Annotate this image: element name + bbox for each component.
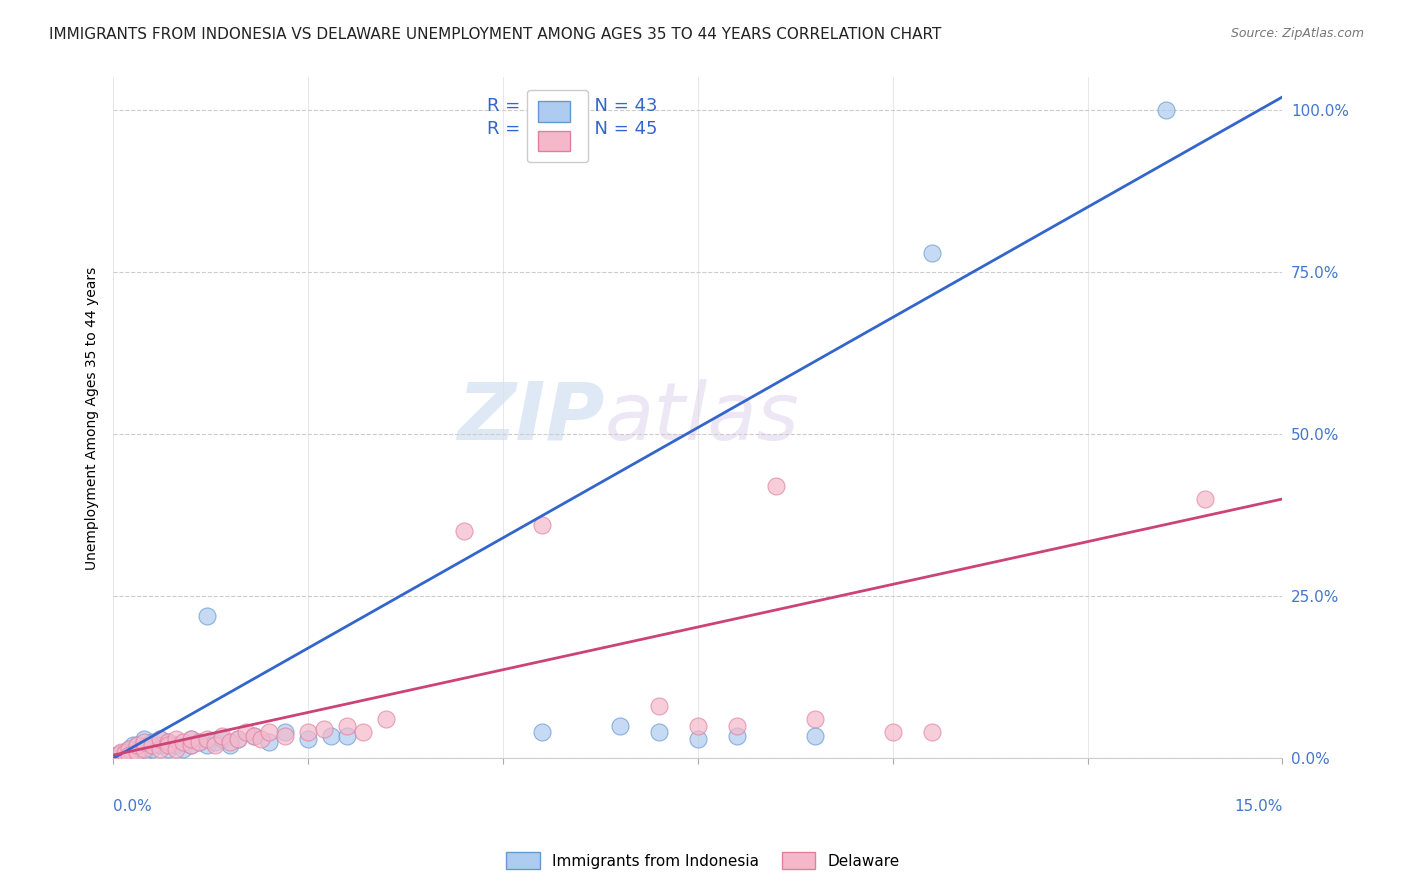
Point	[118, 741, 141, 756]
Point	[141, 739, 163, 753]
Point	[195, 739, 218, 753]
Text: ZIP: ZIP	[457, 379, 605, 457]
Point	[297, 731, 319, 746]
Point	[141, 741, 163, 756]
Point	[257, 735, 280, 749]
Point	[165, 731, 187, 746]
Point	[336, 729, 359, 743]
Point	[1154, 103, 1177, 117]
Point	[312, 722, 335, 736]
Point	[530, 725, 553, 739]
Point	[219, 735, 242, 749]
Point	[882, 725, 904, 739]
Point	[105, 748, 128, 763]
Point	[134, 731, 156, 746]
Point	[242, 729, 264, 743]
Text: atlas: atlas	[605, 379, 799, 457]
Point	[725, 729, 748, 743]
Point	[725, 719, 748, 733]
Point	[686, 719, 709, 733]
Point	[180, 739, 202, 753]
Point	[803, 729, 825, 743]
Point	[273, 729, 295, 743]
Point	[921, 725, 943, 739]
Point	[134, 735, 156, 749]
Point	[125, 739, 148, 753]
Point	[149, 739, 172, 753]
Point	[195, 608, 218, 623]
Text: R = 0.702   N = 45: R = 0.702 N = 45	[488, 120, 658, 137]
Point	[921, 245, 943, 260]
Point	[609, 719, 631, 733]
Point	[110, 746, 132, 760]
Point	[226, 731, 249, 746]
Point	[321, 729, 343, 743]
Point	[165, 739, 187, 753]
Point	[648, 725, 671, 739]
Legend: , : ,	[527, 90, 588, 162]
Point	[1194, 491, 1216, 506]
Text: Source: ZipAtlas.com: Source: ZipAtlas.com	[1230, 27, 1364, 40]
Point	[648, 699, 671, 714]
Point	[141, 735, 163, 749]
Point	[250, 731, 273, 746]
Point	[180, 731, 202, 746]
Point	[114, 746, 136, 760]
Point	[156, 741, 179, 756]
Point	[242, 729, 264, 743]
Text: 0.0%: 0.0%	[114, 799, 152, 814]
Text: R = 0.903   N = 43: R = 0.903 N = 43	[488, 97, 658, 115]
Point	[149, 731, 172, 746]
Point	[352, 725, 374, 739]
Point	[187, 735, 209, 749]
Point	[219, 739, 242, 753]
Point	[110, 745, 132, 759]
Point	[149, 731, 172, 746]
Point	[297, 725, 319, 739]
Point	[134, 745, 156, 759]
Point	[118, 748, 141, 763]
Point	[121, 739, 143, 753]
Point	[134, 741, 156, 756]
Y-axis label: Unemployment Among Ages 35 to 44 years: Unemployment Among Ages 35 to 44 years	[86, 267, 100, 569]
Point	[156, 735, 179, 749]
Point	[226, 731, 249, 746]
Point	[453, 524, 475, 539]
Point	[125, 745, 148, 759]
Point	[172, 735, 194, 749]
Point	[530, 517, 553, 532]
Point	[195, 731, 218, 746]
Point	[204, 739, 226, 753]
Text: 15.0%: 15.0%	[1234, 799, 1282, 814]
Point	[257, 725, 280, 739]
Point	[204, 735, 226, 749]
Point	[235, 725, 257, 739]
Point	[172, 741, 194, 756]
Point	[375, 713, 398, 727]
Point	[118, 748, 141, 763]
Point	[149, 741, 172, 756]
Point	[211, 729, 233, 743]
Point	[165, 741, 187, 756]
Point	[125, 745, 148, 759]
Point	[187, 735, 209, 749]
Point	[156, 739, 179, 753]
Point	[180, 739, 202, 753]
Point	[114, 745, 136, 759]
Point	[118, 741, 141, 756]
Point	[105, 748, 128, 763]
Point	[129, 741, 152, 756]
Point	[136, 739, 159, 753]
Point	[765, 479, 787, 493]
Point	[273, 725, 295, 739]
Point	[803, 713, 825, 727]
Point	[686, 731, 709, 746]
Point	[180, 731, 202, 746]
Text: IMMIGRANTS FROM INDONESIA VS DELAWARE UNEMPLOYMENT AMONG AGES 35 TO 44 YEARS COR: IMMIGRANTS FROM INDONESIA VS DELAWARE UN…	[49, 27, 942, 42]
Point	[125, 739, 148, 753]
Point	[156, 735, 179, 749]
Legend: Immigrants from Indonesia, Delaware: Immigrants from Indonesia, Delaware	[501, 846, 905, 875]
Point	[211, 731, 233, 746]
Point	[336, 719, 359, 733]
